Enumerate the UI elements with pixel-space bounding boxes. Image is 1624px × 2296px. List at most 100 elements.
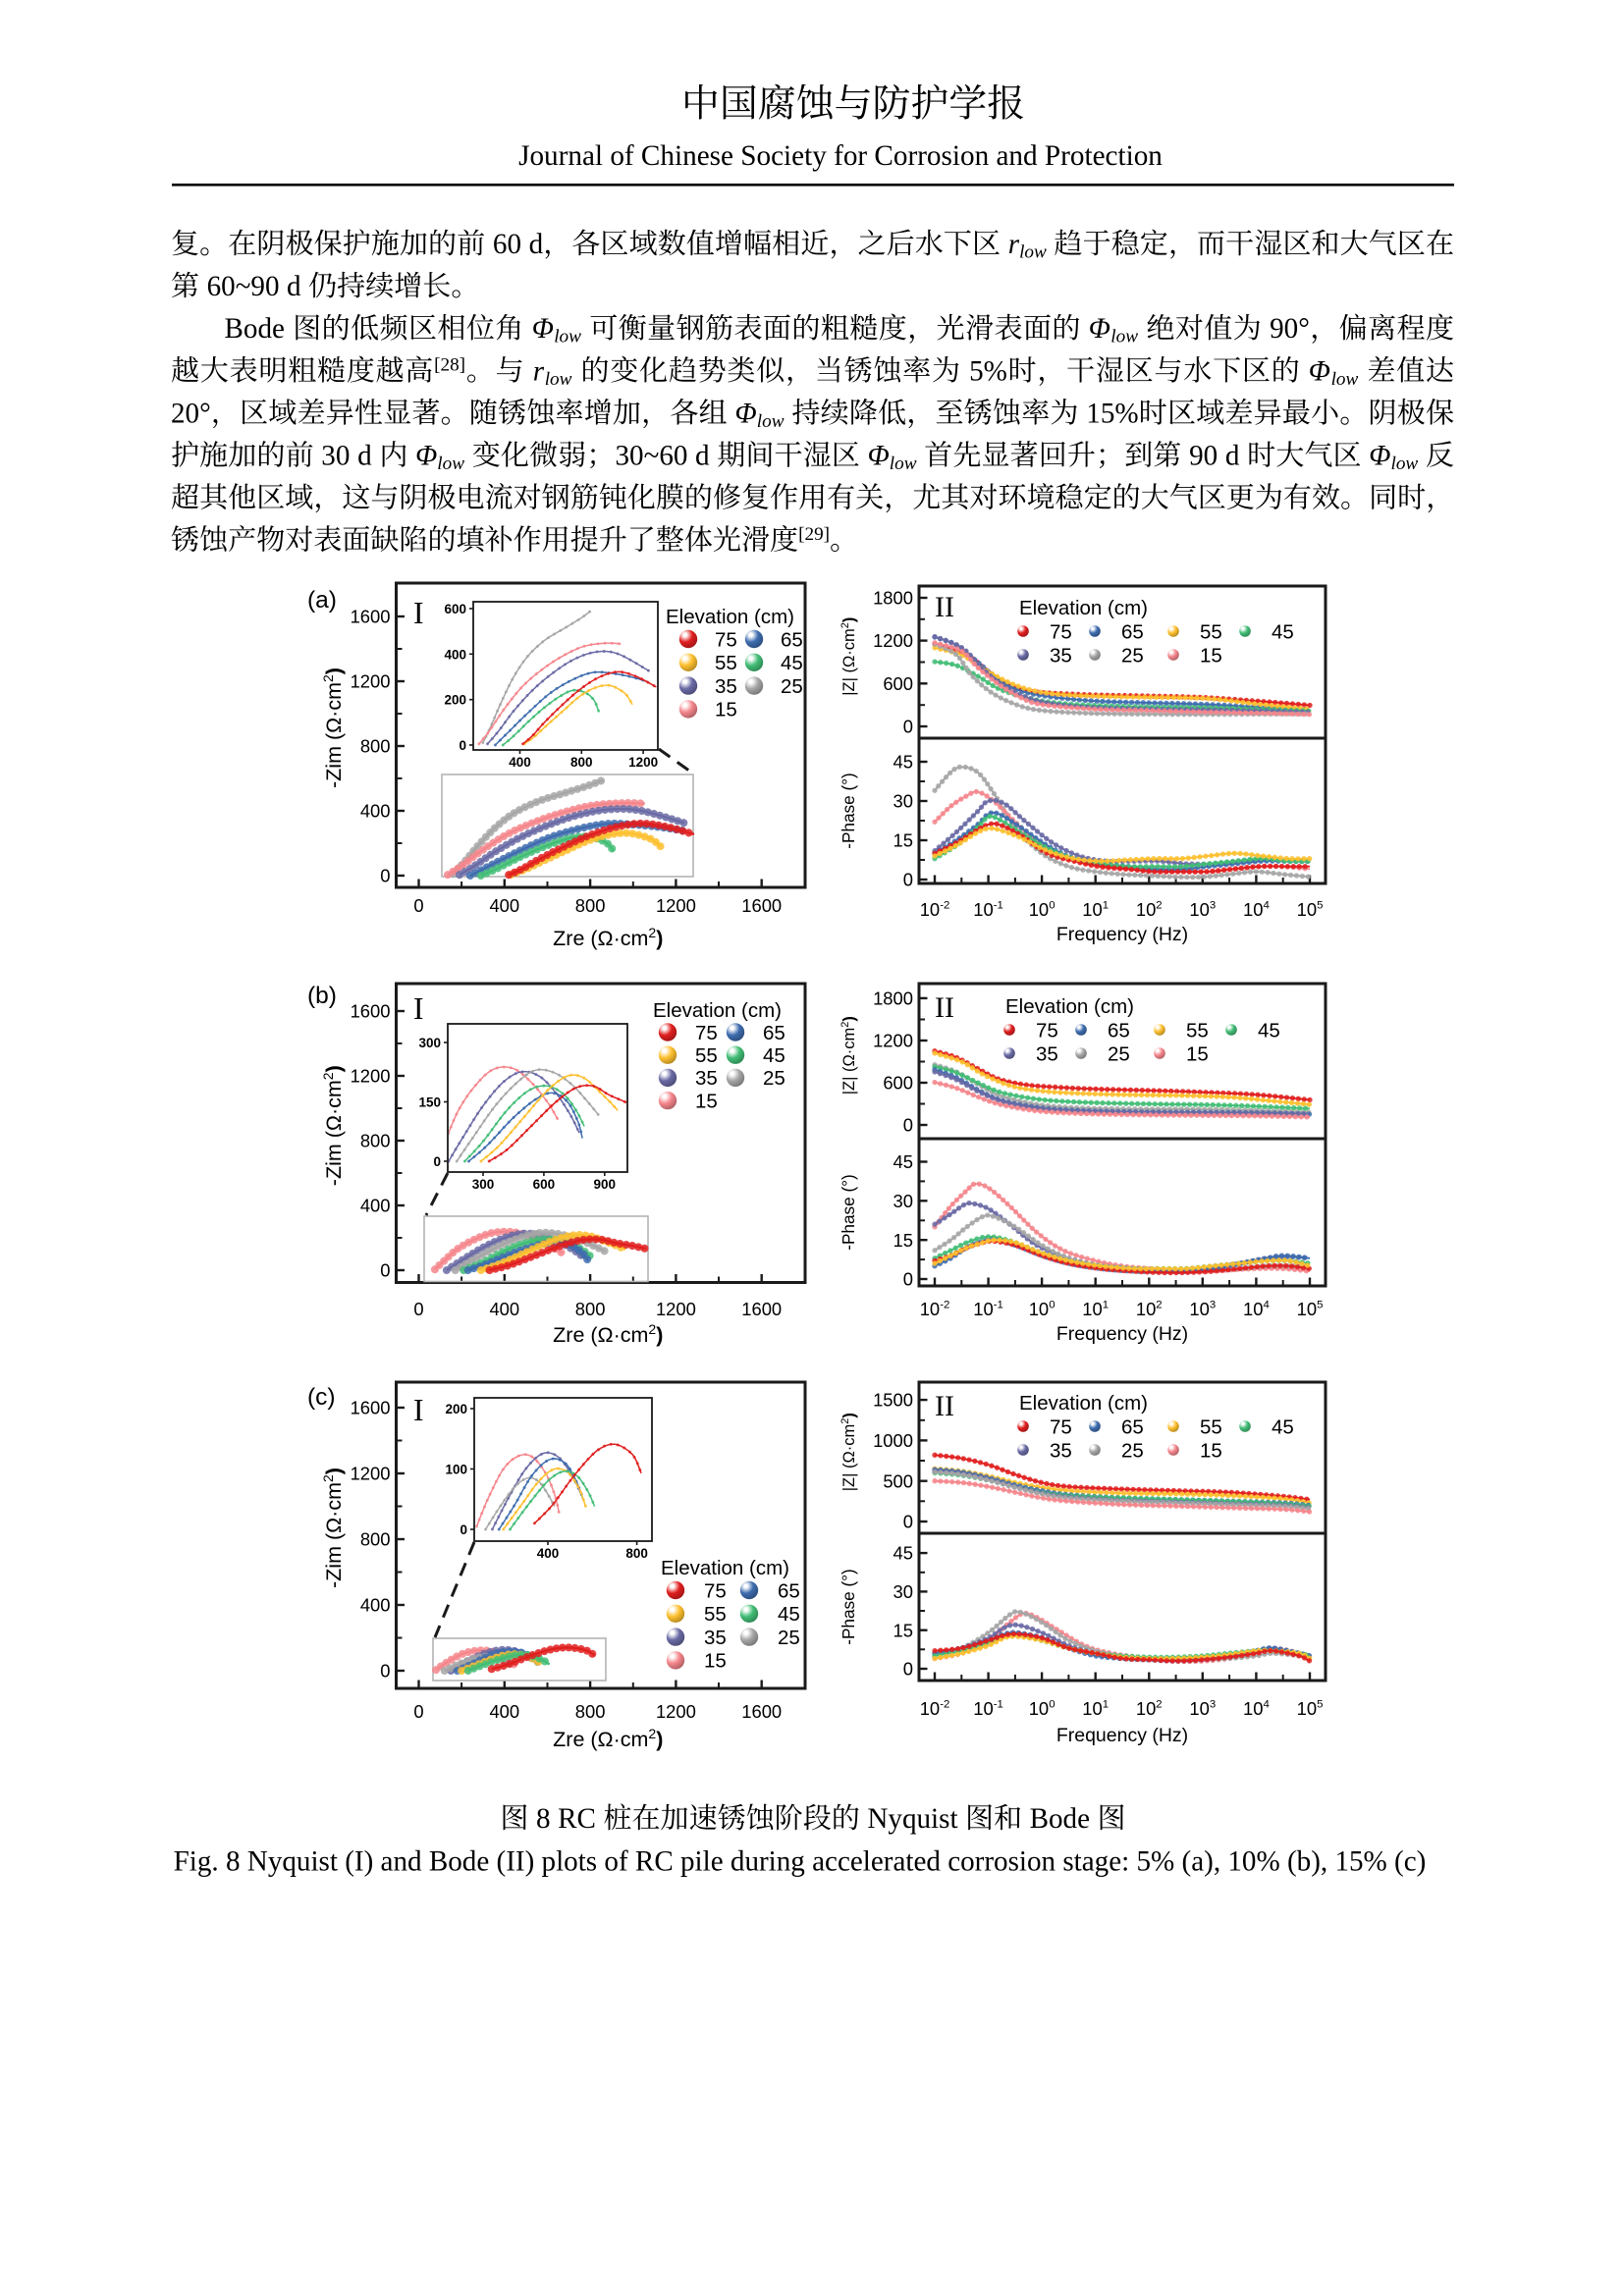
svg-text:25: 25: [1121, 644, 1144, 667]
svg-text:90°: 90°: [1270, 313, 1310, 345]
svg-text:Elevation (cm): Elevation (cm): [653, 999, 782, 1022]
svg-text:-Zim (Ω·cm: -Zim (Ω·cm: [322, 682, 346, 788]
svg-text:Fig. 8 Nyquist (I) and Bode (I: Fig. 8 Nyquist (I) and Bode (II) plots o…: [174, 1846, 1427, 1878]
svg-text:10: 10: [1297, 899, 1317, 920]
svg-text:1200: 1200: [656, 1299, 696, 1319]
svg-text:Nyquist: Nyquist: [867, 1803, 957, 1835]
svg-text:8: 8: [536, 1803, 551, 1835]
svg-text:800: 800: [360, 736, 391, 757]
svg-text:10: 10: [1189, 1299, 1209, 1319]
svg-text:Elevation (cm): Elevation (cm): [666, 606, 794, 628]
svg-text:600: 600: [883, 673, 913, 694]
svg-text:d: d: [287, 271, 301, 302]
svg-text:low: low: [757, 411, 785, 432]
svg-text:Journal of Chinese Society for: Journal of Chinese Society for Corrosion…: [518, 140, 1163, 172]
svg-text:35: 35: [1036, 1042, 1058, 1065]
svg-text:Φ: Φ: [735, 398, 757, 429]
svg-text:600: 600: [444, 602, 466, 616]
svg-text:-2: -2: [940, 1299, 949, 1310]
svg-text:45: 45: [1258, 1019, 1280, 1041]
svg-text:400: 400: [489, 1701, 519, 1722]
svg-text:): ): [322, 1468, 346, 1474]
svg-text:|Z| (Ω·cm: |Z| (Ω·cm: [840, 628, 858, 696]
svg-text:45: 45: [893, 1151, 913, 1172]
svg-text:10: 10: [1243, 899, 1263, 920]
svg-text:1600: 1600: [741, 1299, 782, 1319]
svg-text:Frequency (Hz): Frequency (Hz): [1056, 1323, 1188, 1345]
svg-text:1600: 1600: [741, 1701, 782, 1722]
svg-text:10: 10: [1243, 1698, 1263, 1719]
svg-text:0: 0: [903, 1512, 913, 1532]
svg-text:15: 15: [1186, 1042, 1209, 1065]
svg-text:-Phase (°): -Phase (°): [839, 1174, 858, 1251]
svg-text:|Z| (Ω·cm: |Z| (Ω·cm: [840, 1028, 858, 1095]
svg-text:60: 60: [493, 229, 521, 260]
svg-text:-1: -1: [994, 899, 1003, 911]
svg-text:30~60: 30~60: [616, 441, 688, 472]
svg-text:10: 10: [1029, 899, 1049, 920]
svg-text:I: I: [413, 596, 424, 630]
svg-text:30: 30: [893, 791, 913, 812]
svg-text:0: 0: [380, 1260, 390, 1281]
svg-text:0: 0: [460, 1522, 467, 1537]
svg-text:2: 2: [1156, 1299, 1162, 1310]
svg-text:Φ: Φ: [868, 441, 890, 472]
svg-text:-2: -2: [940, 899, 949, 911]
svg-text:Zre (Ω·cm: Zre (Ω·cm: [553, 1728, 648, 1751]
svg-text:200: 200: [445, 1402, 467, 1416]
svg-text:10: 10: [1189, 899, 1209, 920]
svg-text:25: 25: [1108, 1042, 1130, 1065]
svg-text:low: low: [1331, 369, 1359, 390]
svg-text:Φ: Φ: [415, 441, 437, 472]
svg-text:low: low: [554, 327, 581, 347]
svg-text:400: 400: [360, 801, 391, 822]
svg-text:Φ: Φ: [1369, 441, 1390, 472]
svg-text:(c): (c): [307, 1384, 336, 1411]
svg-text:75: 75: [715, 628, 737, 651]
svg-text:Elevation (cm): Elevation (cm): [661, 1557, 789, 1579]
svg-text:15%: 15%: [1086, 398, 1138, 429]
svg-text:75: 75: [1036, 1019, 1058, 1041]
svg-text:-1: -1: [994, 1299, 1003, 1310]
svg-text:1000: 1000: [873, 1430, 913, 1451]
svg-text:2: 2: [648, 1726, 656, 1741]
svg-text:[29]: [29]: [798, 524, 830, 545]
svg-text:4: 4: [1264, 1698, 1270, 1710]
svg-text:100: 100: [445, 1463, 467, 1477]
svg-text:500: 500: [883, 1470, 913, 1491]
svg-text:400: 400: [444, 647, 466, 662]
svg-text:low: low: [437, 454, 464, 474]
svg-text:2: 2: [648, 925, 656, 940]
svg-text:10: 10: [973, 1698, 993, 1719]
svg-text:II: II: [935, 1390, 954, 1422]
svg-text:): ): [656, 1323, 663, 1347]
svg-text:2: 2: [320, 1474, 336, 1482]
svg-text:low: low: [1110, 327, 1138, 347]
svg-text:1800: 1800: [873, 588, 913, 609]
svg-text:35: 35: [704, 1627, 727, 1649]
svg-text:60~90: 60~90: [207, 271, 280, 302]
svg-text:1800: 1800: [873, 988, 913, 1009]
svg-text:1200: 1200: [351, 671, 391, 692]
svg-text:55: 55: [1200, 620, 1222, 643]
svg-text:15: 15: [715, 699, 737, 721]
svg-text:|Z| (Ω·cm: |Z| (Ω·cm: [840, 1424, 858, 1492]
svg-text:1600: 1600: [351, 1398, 391, 1418]
svg-text:20°: 20°: [171, 398, 211, 429]
svg-text:400: 400: [489, 895, 519, 916]
svg-text:1200: 1200: [656, 1701, 696, 1722]
svg-text:Frequency (Hz): Frequency (Hz): [1056, 924, 1188, 945]
svg-text:r: r: [1008, 229, 1020, 260]
svg-text:2: 2: [648, 1321, 656, 1337]
svg-text:): ): [840, 1413, 858, 1418]
svg-text:15: 15: [704, 1650, 727, 1673]
svg-text:10: 10: [920, 1698, 940, 1719]
svg-text:10: 10: [973, 899, 993, 920]
svg-text:1: 1: [1103, 899, 1109, 911]
svg-text:1600: 1600: [741, 895, 782, 916]
svg-text:75: 75: [704, 1579, 727, 1602]
svg-text:75: 75: [1050, 1415, 1072, 1438]
svg-text:45: 45: [893, 752, 913, 773]
svg-text:Elevation (cm): Elevation (cm): [1019, 597, 1148, 619]
svg-text:1600: 1600: [351, 607, 391, 627]
